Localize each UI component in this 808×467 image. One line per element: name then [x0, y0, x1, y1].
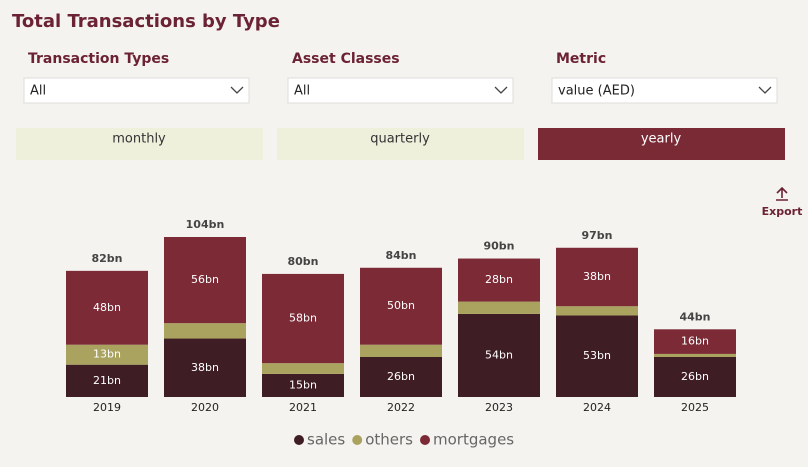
period-button[interactable] — [538, 128, 785, 160]
segment-label: 21bn — [93, 374, 121, 387]
dropdown-value[interactable]: All — [30, 84, 46, 99]
bar-segment — [556, 306, 638, 316]
segment-label: 38bn — [191, 361, 219, 374]
dropdown-value[interactable]: value (AED) — [558, 84, 635, 99]
bar-segment — [458, 301, 540, 314]
dropdown-value[interactable]: All — [294, 84, 310, 99]
segment-label: 58bn — [289, 312, 317, 325]
period-button[interactable] — [16, 128, 263, 160]
bar-segment — [458, 313, 540, 397]
dropdown-chevron[interactable] — [494, 86, 508, 94]
x-tick-label: 2024 — [583, 401, 611, 414]
segment-label: 56bn — [191, 273, 219, 286]
bar-segment — [654, 353, 736, 357]
segment-label: 15bn — [289, 378, 317, 391]
x-tick-label: 2021 — [289, 401, 317, 414]
legend-marker — [352, 435, 363, 445]
segment-label: 26bn — [387, 370, 415, 383]
segment-label: 28bn — [485, 273, 513, 286]
dropdown-chevron[interactable] — [230, 86, 244, 94]
segment-label: 13bn — [93, 348, 121, 361]
bar-segment — [164, 338, 246, 397]
period-button-label[interactable]: quarterly — [370, 132, 430, 147]
legend-marker — [294, 435, 304, 445]
bar-segment — [262, 273, 344, 364]
filter-label: Metric — [556, 51, 606, 67]
total-label: 97bn — [581, 229, 612, 242]
total-label: 90bn — [483, 240, 514, 253]
total-label: 82bn — [91, 252, 122, 265]
period-button[interactable] — [277, 128, 524, 160]
x-tick-label: 2025 — [681, 401, 709, 414]
export-label[interactable]: Export — [762, 205, 803, 218]
bar-segment — [360, 267, 442, 345]
segment-label: 53bn — [583, 349, 611, 362]
title: Total Transactions by Type — [12, 11, 280, 32]
x-tick-label: 2023 — [485, 401, 513, 414]
bar-segment — [66, 364, 148, 397]
segment-label: 50bn — [387, 299, 415, 312]
segment-label: 48bn — [93, 301, 121, 314]
segment-label: 26bn — [681, 370, 709, 383]
period-button-label[interactable]: yearly — [641, 132, 682, 147]
segment-label: 38bn — [583, 270, 611, 283]
segment-label: 54bn — [485, 348, 513, 361]
dropdown-chevron[interactable] — [758, 86, 772, 94]
legend-label: others — [365, 431, 413, 449]
bar-segment — [458, 258, 540, 302]
legend-label: mortgages — [433, 431, 514, 449]
bar-segment — [360, 344, 442, 357]
total-label: 104bn — [186, 218, 225, 231]
bar-segment — [556, 315, 638, 397]
segment-label: 16bn — [681, 335, 709, 348]
dropdown[interactable] — [551, 77, 778, 104]
legend-marker — [420, 435, 430, 445]
dropdown[interactable] — [23, 77, 250, 104]
filter-label: Transaction Types — [28, 51, 169, 67]
period-button-label[interactable]: monthly — [112, 132, 166, 147]
bar-segment — [164, 237, 246, 324]
total-label: 84bn — [385, 249, 416, 262]
dropdown[interactable] — [287, 77, 514, 104]
filter-label: Asset Classes — [292, 51, 400, 67]
bar-segment — [360, 357, 442, 397]
bar-segment — [66, 270, 148, 345]
bar-segment — [654, 357, 736, 397]
bar-segment — [164, 323, 246, 339]
export-icon — [776, 186, 788, 201]
total-label: 44bn — [679, 310, 710, 323]
bar-segment — [262, 373, 344, 397]
bar-segment — [66, 344, 148, 365]
legend-label: sales — [307, 431, 345, 449]
x-tick-label: 2022 — [387, 401, 415, 414]
export-button[interactable]: Export — [762, 186, 803, 218]
bar-segment — [654, 329, 736, 354]
total-label: 80bn — [287, 255, 318, 268]
x-tick-label: 2019 — [93, 401, 121, 414]
bar-segment — [556, 247, 638, 307]
x-tick-label: 2020 — [191, 401, 219, 414]
bar-segment — [262, 363, 344, 374]
